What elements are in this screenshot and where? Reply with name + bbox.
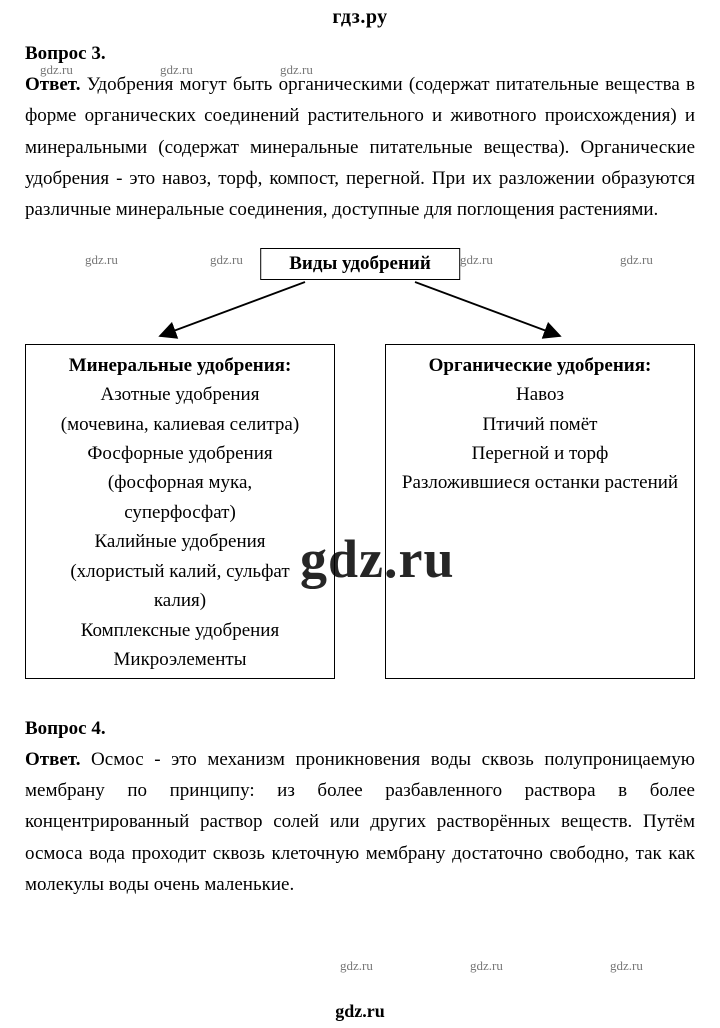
question-4-answer: Ответ. Осмос - это механизм проникновени…: [25, 744, 695, 901]
left-box-line: Калийные удобрения: [34, 527, 326, 556]
left-box-line: Фосфорные удобрения: [34, 439, 326, 468]
left-box-line: (хлористый калий, сульфат: [34, 557, 326, 586]
left-box-line: (фосфорная мука,: [34, 468, 326, 497]
left-box-line: Микроэлементы: [34, 645, 326, 674]
left-box-line: суперфосфат): [34, 498, 326, 527]
right-box-line: Перегной и торф: [394, 439, 686, 468]
right-box-line: Разложившиеся останки растений: [394, 468, 686, 497]
right-box-title: Органические удобрения:: [394, 351, 686, 380]
left-box-line: Комплексные удобрения: [34, 616, 326, 645]
diagram-left-box: Минеральные удобрения: Азотные удобрения…: [25, 344, 335, 679]
watermark: gdz.ru: [610, 958, 643, 974]
answer-lead: Ответ.: [25, 74, 80, 95]
question-3-title: Вопрос 3.: [25, 43, 695, 65]
answer-body: Осмос - это механизм проникновения воды …: [25, 749, 695, 895]
left-box-line: калия): [34, 586, 326, 615]
footer-watermark: gdz.ru: [0, 1001, 720, 1022]
watermark: gdz.ru: [470, 958, 503, 974]
left-box-line: Азотные удобрения: [34, 380, 326, 409]
question-3-answer: Ответ. Удобрения могут быть органическим…: [25, 69, 695, 226]
page: гдз.ру gdz.ru gdz.ru gdz.ru Вопрос 3. От…: [0, 0, 720, 1028]
right-box-line: Птичий помёт: [394, 410, 686, 439]
diagram-right-box: Органические удобрения: Навоз Птичий пом…: [385, 344, 695, 679]
right-box-line: Навоз: [394, 380, 686, 409]
site-title: гдз.ру: [25, 0, 695, 29]
answer-body: Удобрения могут быть органическими (соде…: [25, 74, 695, 220]
fertilizer-diagram: Виды удобрений Минеральные удобрения: Аз…: [25, 248, 695, 688]
question-4-title: Вопрос 4.: [25, 718, 695, 740]
left-box-line: (мочевина, калиевая селитра): [34, 410, 326, 439]
answer-lead: Ответ.: [25, 749, 80, 770]
diagram-arrows: [25, 276, 695, 346]
watermark: gdz.ru: [340, 958, 373, 974]
left-box-title: Минеральные удобрения:: [34, 351, 326, 380]
